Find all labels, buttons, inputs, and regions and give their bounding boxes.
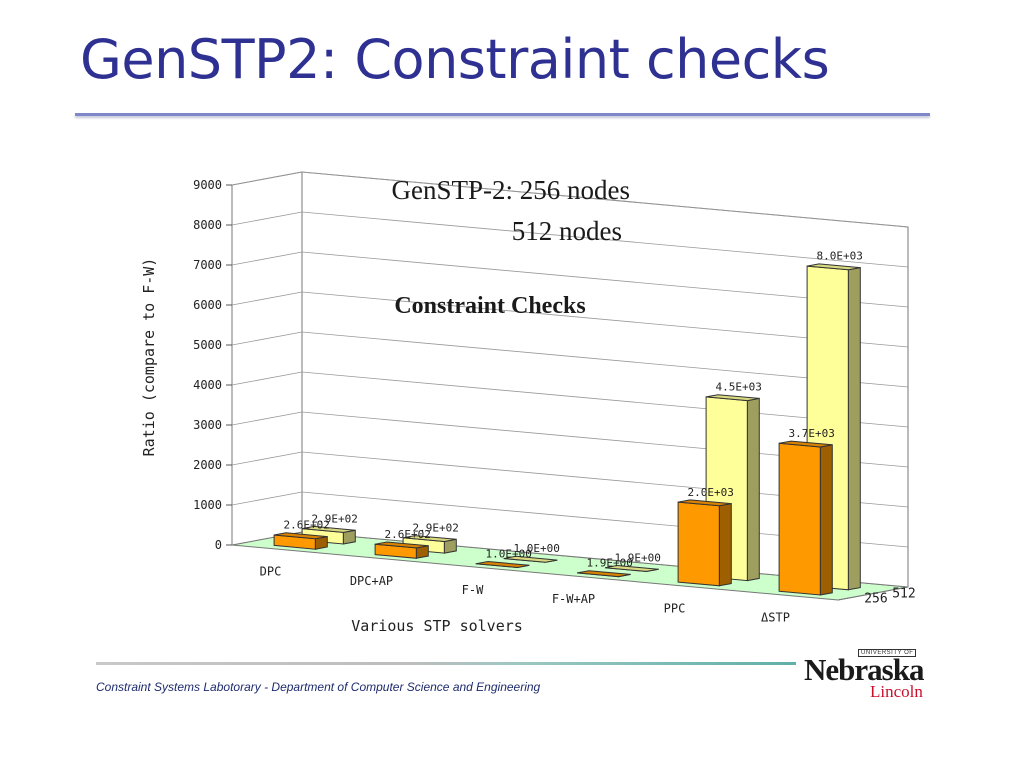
bar-top-face [476,560,530,569]
y-tick-label: 6000 [193,298,222,312]
logo-sub-text: Lincoln [870,682,923,701]
bar-chart-3d: 0 1000 2000 3000 4000 5000 6000 7000 8000 9000 2.… [140,171,916,635]
bar-label-512-1: 2.9E+02 [412,521,458,534]
bar-top-face [375,541,429,549]
category-label-3: F-W+AP [552,592,595,606]
bar-side-face [718,502,732,587]
bar-top-face [779,440,833,448]
bar-side-face [819,444,833,596]
bar-front-face [778,442,821,596]
bar-512-3 [605,564,659,573]
y-axis-label: Ratio (compare to F-W) [140,258,158,457]
bar-top-face [403,535,457,543]
y-tick-label: 9000 [193,178,222,192]
category-label-2: F-W [462,583,484,597]
bar-512-2 [503,555,558,563]
category-label-5: ΔSTP [761,610,790,624]
bar-256-3 [577,570,631,578]
y-tick-label: 3000 [193,418,222,432]
depth-label-1: 256 [864,592,887,607]
footer-divider [96,662,796,665]
legend-text-256: GenSTP-2: 256 nodes [392,175,631,205]
y-tick-label: 2000 [193,458,222,472]
chart-right-edge [837,586,909,601]
bar-label-256-0: 2.6E+02 [283,519,329,532]
bar-label-256-4: 2.0E+03 [687,486,733,499]
bar-label-256-5: 3.7E+03 [788,427,834,440]
bar-label-512-2: 1.0E+00 [513,542,559,555]
bar-256-2 [475,560,530,569]
bar-label-512-4: 4.5E+03 [715,381,761,394]
university-logo: UNIVERSITY OF Nebraska Lincoln [800,646,930,702]
y-tick-label: 7000 [193,258,222,272]
bar-side-face [746,397,760,582]
bar-label-256-2: 1.0E+00 [485,547,531,560]
y-axis-ticks: 0 1000 2000 3000 4000 5000 6000 7000 8000 9000 [193,178,232,552]
bar-top-face [302,525,356,533]
bar-label-512-3: 1.9E+00 [614,551,660,564]
bar-top-face [577,570,631,578]
depth-labels: 512 256 [864,586,915,606]
bar-label-512-5: 8.0E+03 [816,250,862,263]
title-divider [75,113,930,116]
bar-data-labels: 2.9E+02 2.9E+02 1.0E+00 1.9E+00 4.5E+03 8.0E+… [283,250,862,570]
bar-top-face [605,564,659,572]
category-label-4: PPC [664,601,686,615]
y-tick-label: 5000 [193,338,222,352]
y-tick-label: 4000 [193,378,222,392]
gridline [231,331,909,388]
bar-top-face [678,499,732,507]
y-tick-label: 8000 [193,218,222,232]
bar-top-face [807,263,861,271]
bar-label-256-1: 2.6E+02 [384,528,430,541]
footer-text: Constraint Systems Labotorary - Departme… [96,680,541,694]
gridline [231,171,909,228]
bar-top-face [706,394,760,402]
chart-title: Constraint Checks [394,293,585,319]
bar-256-0 [273,532,328,550]
gridline [231,291,909,348]
bar-256-5 [778,440,833,596]
bar-side-face [847,266,861,591]
y-tick-label: 0 [215,538,222,552]
category-label-0: DPC [260,565,282,579]
bar-256-4 [677,499,732,587]
bar-label-512-0: 2.9E+02 [311,512,357,525]
gridline [231,211,909,268]
bar-label-256-3: 1.9E+00 [586,557,632,570]
chart-bars [273,263,861,596]
slide-title: GenSTP2: Constraint checks [80,28,830,91]
bar-256-1 [374,541,429,559]
depth-label-0: 512 [892,586,915,601]
legend-text-512: 512 nodes [512,216,622,246]
gridline [231,251,909,308]
x-axis-label: Various STP solvers [351,617,523,635]
category-labels: DPC DPC+AP F-W F-W+AP PPC ΔSTP [260,565,790,625]
bar-front-face [677,501,720,587]
y-tick-label: 1000 [193,498,222,512]
category-label-1: DPC+AP [350,574,393,588]
chart-left-wall [231,171,303,546]
bar-top-face [504,555,558,563]
logo-small-text: UNIVERSITY OF [858,649,917,657]
bar-top-face [274,532,328,540]
logo-main-text: Nebraska [804,652,924,687]
